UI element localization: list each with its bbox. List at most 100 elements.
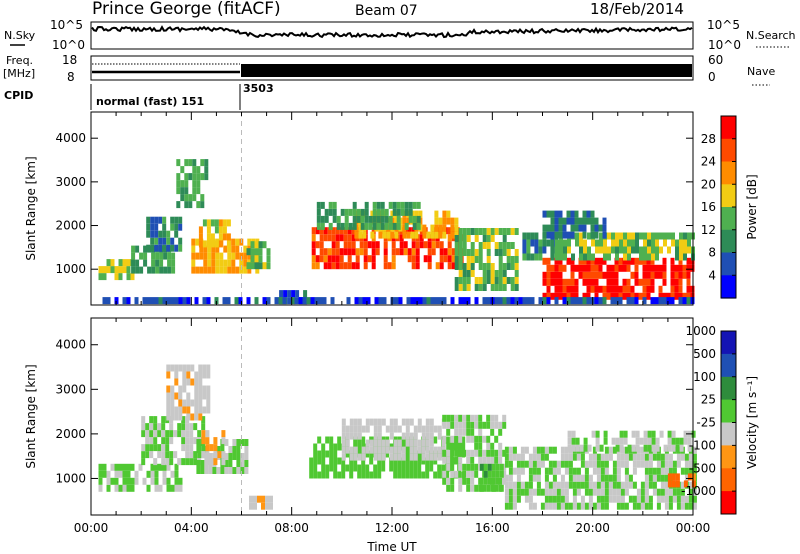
data-cell [161, 416, 166, 424]
data-cell [149, 416, 154, 424]
data-cell [502, 414, 507, 422]
data-cell [204, 173, 209, 181]
data-cell [114, 273, 119, 281]
data-cell [421, 471, 426, 479]
data-cell [357, 453, 362, 461]
data-cell [466, 270, 471, 277]
data-cell [373, 446, 378, 454]
data-cell [461, 443, 466, 451]
data-cell [240, 453, 245, 460]
data-cell [213, 444, 218, 452]
data-cell [520, 460, 525, 468]
data-cell [200, 467, 205, 474]
data-cell [217, 451, 222, 459]
cpid-mode-1: normal (fast) 151 [96, 95, 204, 108]
data-cell [510, 277, 515, 284]
data-cell [675, 437, 680, 445]
data-cell [400, 208, 405, 216]
data-cell [630, 285, 635, 293]
data-cell [624, 488, 629, 496]
data-cell [415, 248, 420, 256]
data-cell [470, 249, 475, 256]
data-cell [442, 435, 447, 443]
data-cell [568, 481, 573, 489]
data-cell [508, 467, 513, 475]
x-tick-label: 12:00 [375, 521, 410, 535]
data-cell [434, 231, 439, 239]
data-cell [643, 253, 647, 261]
data-cell [206, 233, 211, 241]
data-cell [596, 453, 601, 461]
data-cell [235, 266, 240, 274]
data-cell [598, 224, 603, 232]
data-cell [389, 432, 394, 440]
data-cell [437, 446, 442, 454]
x-tick-label: 20:00 [575, 521, 610, 535]
data-cell [478, 263, 483, 270]
data-cell [178, 297, 183, 305]
data-cell [639, 437, 644, 445]
data-cell [344, 215, 349, 223]
data-cell [542, 224, 547, 232]
data-cell [155, 259, 160, 267]
data-cell [524, 446, 529, 454]
data-cell [620, 495, 625, 503]
data-cell [376, 222, 381, 230]
data-cell [632, 453, 637, 461]
data-cell [590, 264, 595, 272]
data-cell [454, 249, 459, 256]
data-cell [499, 470, 504, 478]
data-cell [386, 231, 391, 239]
data-cell [358, 224, 363, 232]
data-cell [340, 208, 345, 216]
data-cell [161, 451, 166, 459]
data-cell [227, 259, 232, 267]
data-cell [683, 437, 688, 445]
data-cell [595, 437, 600, 445]
y-tick-label: 2000 [55, 427, 86, 441]
data-cell [546, 257, 551, 265]
data-cell [567, 246, 571, 254]
y-axis-title: Slant Range [km] [24, 156, 38, 260]
data-cell [671, 473, 676, 481]
data-cell [166, 385, 171, 393]
y-tick-label: 4000 [55, 131, 86, 145]
data-cell [445, 436, 450, 444]
data-cell [600, 474, 605, 482]
data-cell [494, 414, 499, 422]
data-cell [222, 233, 227, 241]
data-cell [122, 463, 127, 471]
data-cell [291, 290, 296, 298]
data-cell [174, 470, 179, 478]
data-cell [423, 241, 428, 249]
colorbar-step [721, 229, 736, 254]
data-cell [602, 297, 607, 305]
data-cell [413, 464, 418, 472]
data-cell [570, 231, 575, 239]
data-cell [576, 488, 581, 496]
data-cell [433, 425, 438, 433]
data-cell [411, 262, 416, 270]
data-cell [550, 231, 555, 239]
data-cell [421, 446, 426, 454]
data-cell [235, 252, 240, 260]
data-cell [367, 255, 372, 263]
data-cell [602, 285, 607, 293]
data-cell [550, 246, 555, 254]
data-cell [663, 239, 667, 247]
data-cell [587, 246, 591, 254]
data-cell [352, 208, 357, 216]
data-cell [188, 201, 193, 209]
nsearch-bottom-tick: 10^0 [708, 38, 741, 52]
data-cell [602, 271, 607, 279]
data-cell [494, 297, 499, 305]
data-cell [626, 292, 631, 300]
data-cell [203, 252, 208, 260]
data-cell [590, 257, 595, 265]
data-cell [170, 399, 175, 407]
data-cell [450, 297, 455, 305]
data-cell [193, 458, 198, 466]
data-cell [130, 484, 135, 492]
data-cell [598, 285, 603, 293]
